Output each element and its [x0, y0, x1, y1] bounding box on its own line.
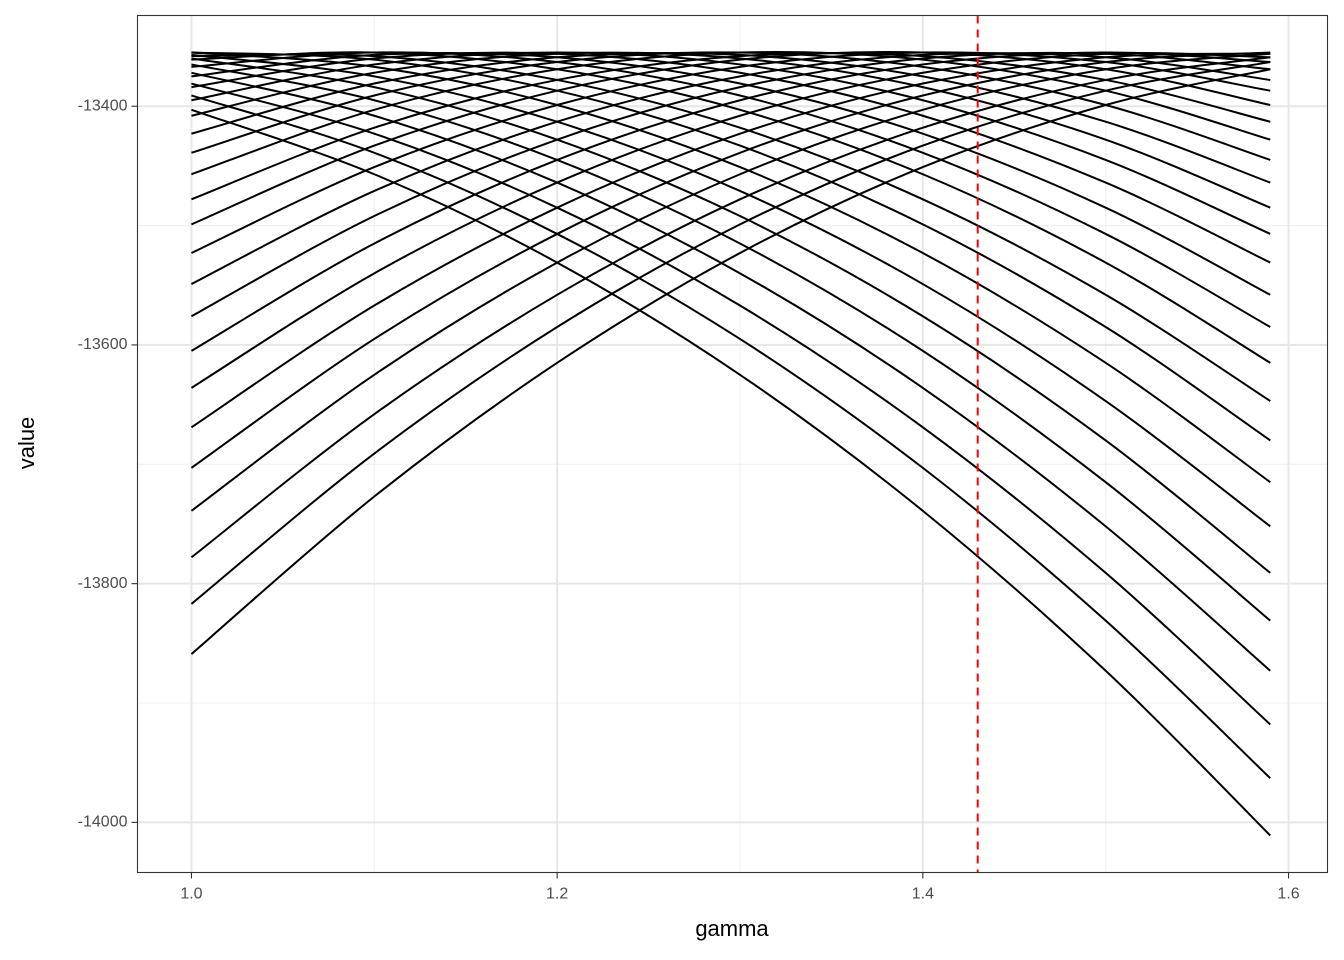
series-line: [190, 51, 1271, 352]
series-line: [191, 94, 1271, 779]
series-line: [191, 51, 1271, 484]
series-line: [190, 56, 1271, 559]
series-line: [191, 51, 1271, 235]
series-line: [190, 52, 1271, 512]
y-axis-label: value: [14, 417, 39, 470]
series-line: [191, 51, 1271, 264]
series-line: [190, 52, 1271, 429]
series-line: [191, 63, 1271, 622]
y-tick-label: -14000: [78, 814, 128, 831]
x-tick-label: 1.2: [546, 886, 568, 903]
series-line: [191, 51, 1271, 328]
series-line: [190, 51, 1271, 469]
lines: [190, 15, 1271, 873]
series-line: [191, 51, 1271, 442]
series-line: [191, 53, 1271, 402]
x-tick-label: 1.0: [180, 886, 202, 903]
x-axis-label: gamma: [695, 916, 769, 941]
y-tick-label: -13600: [78, 336, 128, 353]
series-line: [191, 57, 1271, 574]
series-line: [191, 53, 1271, 528]
series-line: [191, 51, 1271, 184]
grid: [137, 15, 1328, 873]
x-tick-label: 1.4: [912, 886, 934, 903]
series-line: [191, 51, 1271, 209]
series-line: [190, 52, 1271, 389]
series-line: [191, 82, 1271, 726]
y-tick-label: -13800: [78, 575, 128, 592]
x-tick-label: 1.6: [1277, 886, 1299, 903]
series-line: [190, 61, 1271, 605]
series-line: [190, 68, 1271, 655]
panel-border: [136, 14, 1329, 874]
series-line: [191, 71, 1271, 672]
y-tick-label: -13400: [78, 97, 128, 114]
series-line: [191, 51, 1271, 296]
series-line: [191, 108, 1271, 837]
